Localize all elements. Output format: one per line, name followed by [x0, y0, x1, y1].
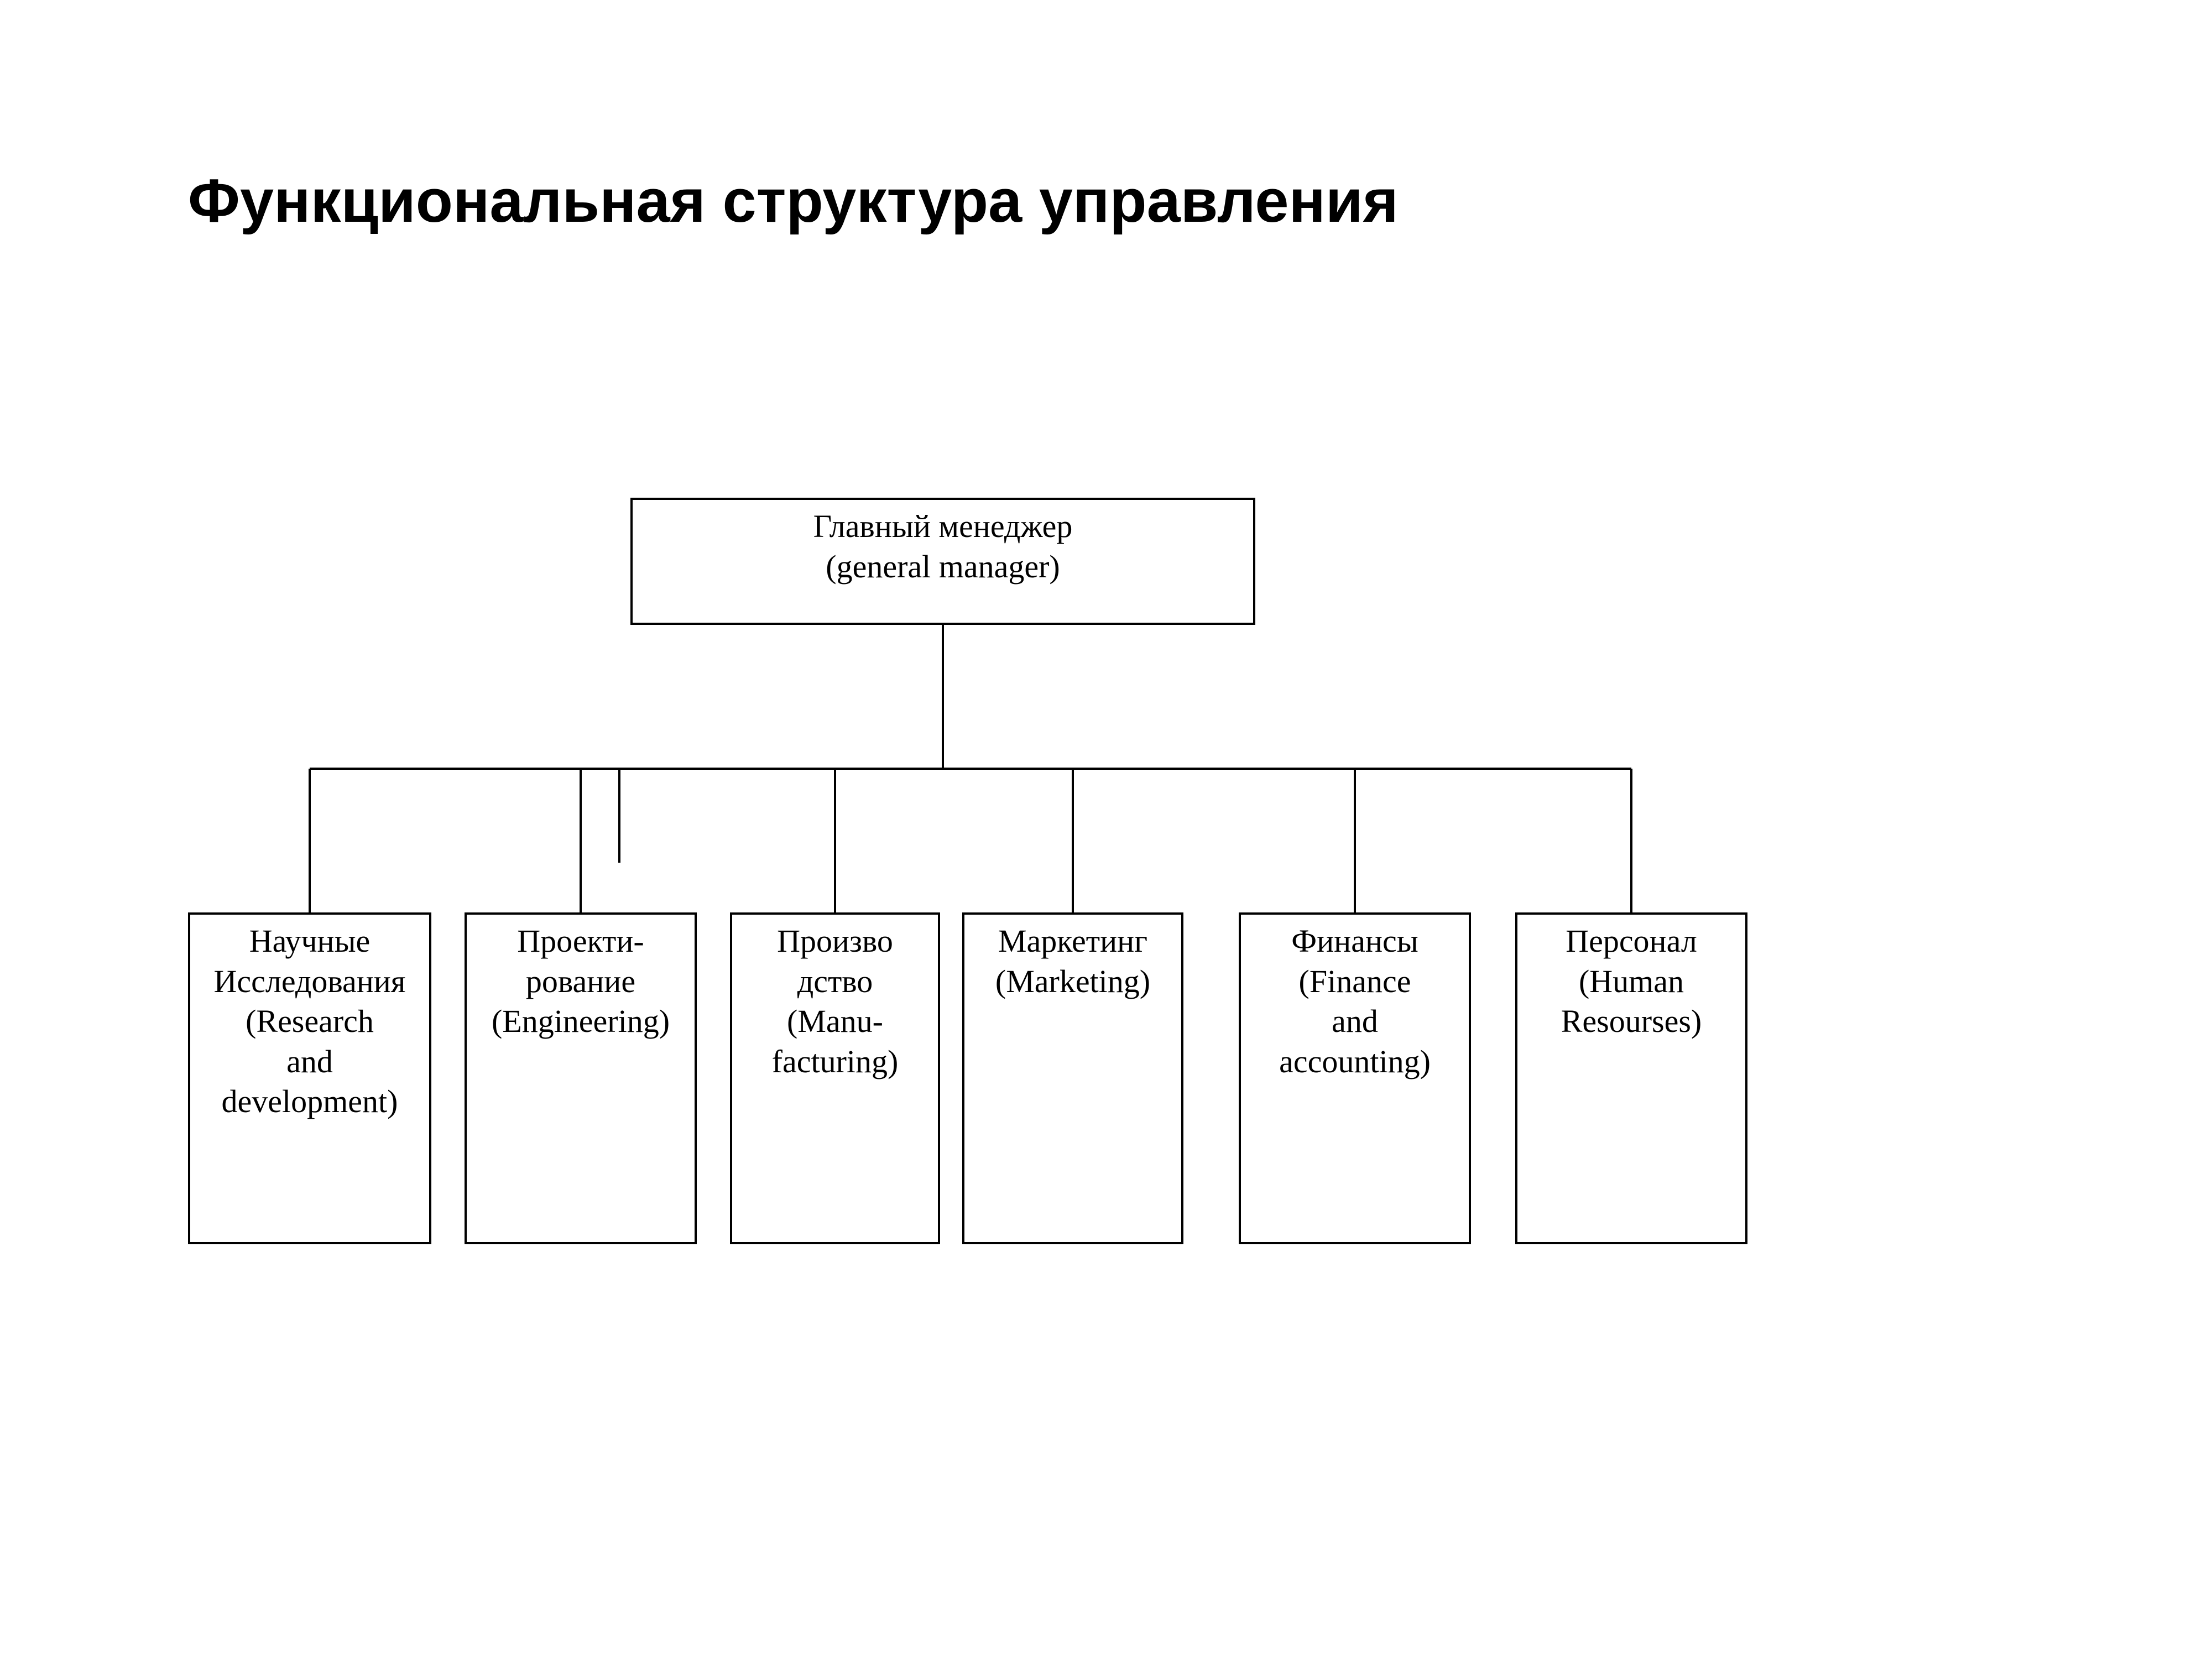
org-child-rnd-line: (Research: [246, 1001, 374, 1042]
connector-vertical: [1072, 769, 1074, 912]
connector-vertical: [834, 769, 836, 912]
org-child-eng-line: рование: [526, 962, 635, 1002]
org-child-manu-line: (Manu-: [787, 1001, 883, 1042]
connector-vertical: [1354, 769, 1356, 912]
org-child-rnd-line: development): [222, 1082, 398, 1122]
org-child-hr-line: Персонал: [1566, 921, 1697, 962]
org-child-mkt: Маркетинг(Marketing): [962, 912, 1183, 1244]
connector-vertical: [618, 769, 620, 863]
org-child-hr-line: (Human: [1579, 962, 1684, 1002]
org-child-fin-line: accounting): [1279, 1042, 1431, 1082]
org-child-fin-line: (Finance: [1299, 962, 1411, 1002]
connector-vertical: [1630, 769, 1632, 912]
org-child-rnd-line: Научные: [249, 921, 371, 962]
org-child-eng: Проекти-рование(Engineering): [465, 912, 697, 1244]
page-title: Функциональная структура управления: [188, 166, 1399, 236]
org-child-fin-line: Финансы: [1291, 921, 1418, 962]
org-root-node-line: (general manager): [826, 547, 1060, 587]
connector-vertical: [580, 769, 582, 912]
org-child-mkt-line: (Marketing): [995, 962, 1150, 1002]
org-root-node: Главный менеджер(general manager): [630, 498, 1255, 625]
org-child-fin-line: and: [1332, 1001, 1378, 1042]
org-child-rnd-line: Исследования: [214, 962, 406, 1002]
org-child-manu-line: Произво: [777, 921, 893, 962]
connector-vertical: [942, 625, 944, 769]
org-child-manu-line: дство: [797, 962, 873, 1002]
org-child-manu-line: facturing): [772, 1042, 899, 1082]
org-child-manu: Производство(Manu-facturing): [730, 912, 940, 1244]
org-child-hr: Персонал(HumanResourses): [1515, 912, 1747, 1244]
connector-vertical: [309, 769, 311, 912]
org-child-eng-line: (Engineering): [492, 1001, 670, 1042]
org-child-hr-line: Resourses): [1561, 1001, 1702, 1042]
org-child-eng-line: Проекти-: [517, 921, 644, 962]
org-root-node-line: Главный менеджер: [813, 507, 1073, 547]
org-child-mkt-line: Маркетинг: [998, 921, 1147, 962]
connector-horizontal: [310, 768, 1631, 770]
org-child-rnd: НаучныеИсследования(Researchanddevelopme…: [188, 912, 431, 1244]
org-child-rnd-line: and: [286, 1042, 333, 1082]
page: Функциональная структура управления Глав…: [0, 0, 2212, 1659]
org-child-fin: Финансы(Financeandaccounting): [1239, 912, 1471, 1244]
